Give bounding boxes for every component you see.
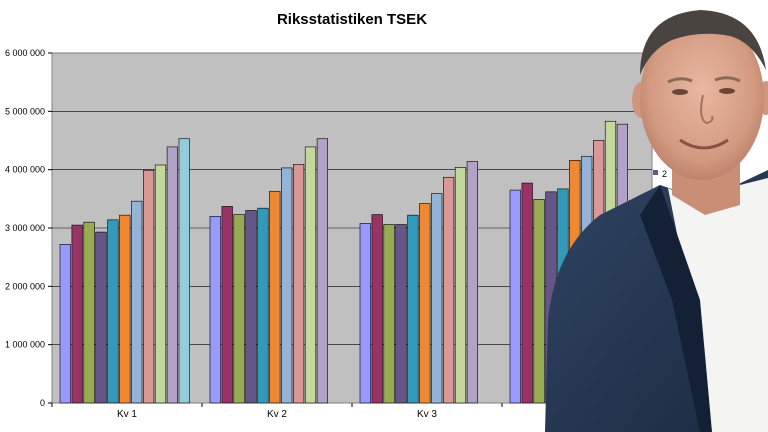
y-tick-label: 3 000 000 — [5, 223, 45, 233]
bar — [304, 146, 317, 404]
bar — [395, 224, 407, 404]
bar — [383, 224, 395, 404]
bar — [316, 138, 329, 404]
y-axis: 0 1 000 000 2 000 000 3 000 000 4 000 000 5 0… — [5, 48, 52, 408]
legend-fragment: 2 — [653, 169, 667, 179]
bar — [604, 120, 617, 404]
bar — [359, 223, 371, 404]
bar — [581, 155, 593, 404]
bar — [509, 189, 521, 404]
y-tick-label: 2 000 000 — [5, 281, 45, 291]
bar — [371, 214, 383, 404]
bar — [466, 161, 479, 404]
bar — [569, 160, 581, 404]
bar — [83, 221, 95, 404]
bar — [154, 164, 167, 404]
legend-fragment-text: 2 — [662, 169, 667, 179]
bar — [616, 123, 628, 404]
y-tick-label: 5 000 000 — [5, 106, 45, 116]
x-axis: Kv 1 Kv 2 Kv 3 — [51, 403, 503, 420]
bar — [592, 140, 605, 404]
bar — [233, 214, 245, 404]
x-category-label: Kv 2 — [267, 409, 287, 420]
bar — [95, 231, 107, 404]
bar — [442, 176, 455, 404]
chart-title: Riksstatistiken TSEK — [277, 11, 427, 28]
bar — [545, 191, 557, 404]
bar — [292, 164, 305, 404]
bar — [533, 199, 545, 404]
bar — [257, 207, 269, 404]
bar — [269, 190, 281, 404]
bar — [281, 167, 293, 404]
bar — [245, 210, 257, 404]
x-category-label: Kv 3 — [417, 409, 437, 420]
bar — [71, 224, 83, 404]
x-category-label: Kv 1 — [117, 409, 137, 420]
y-tick-label: 0 — [40, 398, 45, 408]
bar — [521, 182, 533, 404]
y-tick-label: 4 000 000 — [5, 165, 45, 175]
bar — [221, 206, 233, 404]
bar — [209, 216, 221, 404]
bar — [407, 214, 419, 404]
bar — [178, 138, 190, 404]
bar — [107, 219, 119, 404]
bar — [166, 146, 179, 404]
y-tick-label: 6 000 000 — [5, 48, 45, 58]
bar — [59, 244, 71, 404]
bar — [131, 200, 143, 404]
bar — [143, 169, 155, 404]
y-tick-label: 1 000 000 — [5, 340, 45, 350]
bar — [419, 203, 431, 404]
bar — [431, 193, 443, 404]
bar — [119, 214, 131, 404]
bar — [454, 167, 467, 404]
bar — [557, 188, 569, 404]
